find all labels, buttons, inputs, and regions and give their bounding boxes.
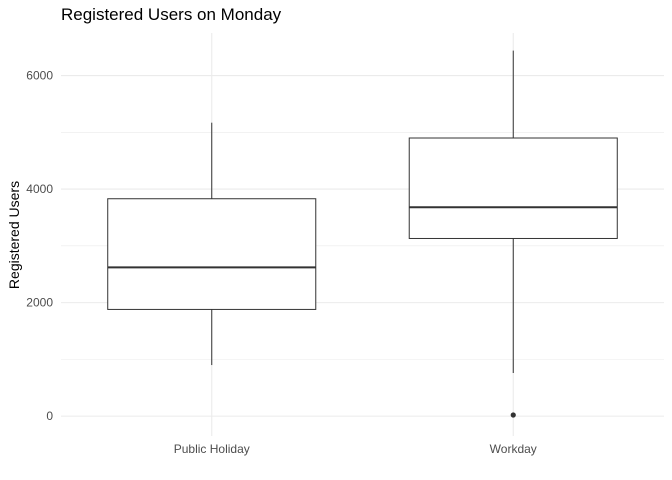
- x-tick-label: Public Holiday: [174, 442, 250, 456]
- box-group: [408, 50, 618, 418]
- y-tick-labels: 0 2000 4000 6000: [26, 69, 53, 424]
- y-tick-label: 2000: [26, 296, 53, 310]
- x-tick-labels: Public Holiday Workday: [174, 442, 537, 456]
- iqr-box: [107, 198, 317, 310]
- box-group: [107, 122, 317, 366]
- chart-title: Registered Users on Monday: [61, 5, 282, 24]
- iqr-box: [408, 137, 618, 239]
- y-tick-label: 6000: [26, 69, 53, 83]
- y-tick-label: 0: [46, 409, 53, 423]
- y-tick-label: 4000: [26, 182, 53, 196]
- box-layer: [107, 50, 618, 418]
- y-axis-label: Registered Users: [6, 181, 22, 289]
- outlier-point: [510, 412, 516, 418]
- x-tick-label: Workday: [490, 442, 537, 456]
